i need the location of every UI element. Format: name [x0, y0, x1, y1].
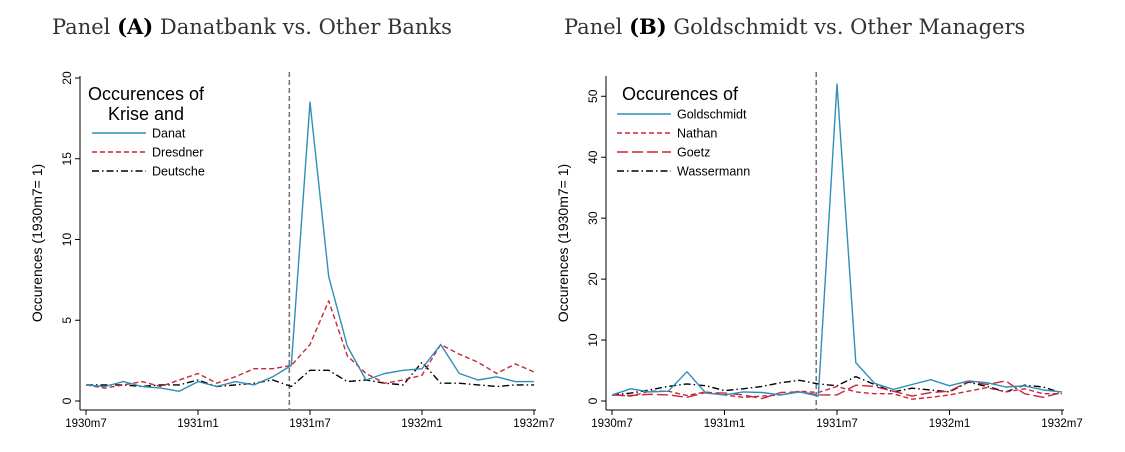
y-tick-label: 20 [60, 71, 74, 85]
series-line-goetz [611, 380, 1063, 400]
legend-title: Krise and [108, 104, 184, 124]
panel-b-plot: 0 10 20 30 40 50 Occurences (1930m7= 1) 1930m7 1… [555, 72, 1083, 430]
y-tick-label: 0 [60, 397, 74, 404]
y-tick-label: 10 [586, 333, 600, 347]
x-tick-label: 1930m7 [65, 418, 107, 430]
legend-title: Occurences of [622, 84, 739, 104]
legend-label-wassermann: Wassermann [677, 165, 750, 179]
y-tick-label: 40 [586, 150, 600, 164]
legend-label-goldschmidt: Goldschmidt [677, 108, 747, 122]
series-line-dresdner [85, 300, 535, 389]
series-line-deutsche [86, 361, 534, 388]
y-tick-label: 20 [586, 272, 600, 286]
legend-label-dresdner: Dresdner [152, 146, 203, 160]
panel-b-title: Panel (B) Goldschmidt vs. Other Managers [564, 14, 1026, 39]
y-tick-label: 50 [586, 89, 600, 103]
x-tick-label: 1931m7 [816, 418, 858, 430]
legend-label-goetz: Goetz [677, 146, 710, 160]
x-tick-label: 1930m7 [591, 418, 633, 430]
legend-label-deutsche: Deutsche [152, 165, 205, 179]
y-tick-label: 10 [60, 233, 74, 247]
y-tick-label: 5 [60, 317, 74, 324]
legend-title: Occurences of [88, 84, 205, 104]
series-line-danat [85, 101, 534, 392]
x-tick-label: 1931m1 [177, 418, 219, 430]
x-tick-label: 1931m1 [704, 418, 746, 430]
legend-label-danat: Danat [152, 127, 186, 141]
x-tick-label: 1932m1 [929, 418, 971, 430]
legend-label-nathan: Nathan [677, 127, 717, 141]
y-axis-title: Occurences (1930m7= 1) [555, 164, 571, 322]
x-tick-label: 1932m7 [513, 418, 555, 430]
y-tick-label: 15 [60, 152, 74, 166]
y-tick-label: 30 [586, 211, 600, 225]
series-line-goldschmidt [611, 83, 1063, 397]
y-axis-title: Occurences (1930m7= 1) [29, 164, 45, 322]
x-tick-label: 1932m1 [401, 418, 443, 430]
y-tick-label: 0 [586, 397, 600, 404]
series-line-nathan [611, 385, 1062, 400]
x-tick-label: 1932m7 [1041, 418, 1083, 430]
legend: Occurences of Goldschmidt Nathan Goetz Wasse… [617, 84, 750, 179]
x-tick-label: 1931m7 [289, 418, 331, 430]
panel-a-plot: 0 5 10 15 20 Occurences (1930m7= 1) 1930m7 1931… [29, 71, 555, 430]
panel-a-title: Panel (A) Danatbank vs. Other Banks [52, 14, 452, 39]
